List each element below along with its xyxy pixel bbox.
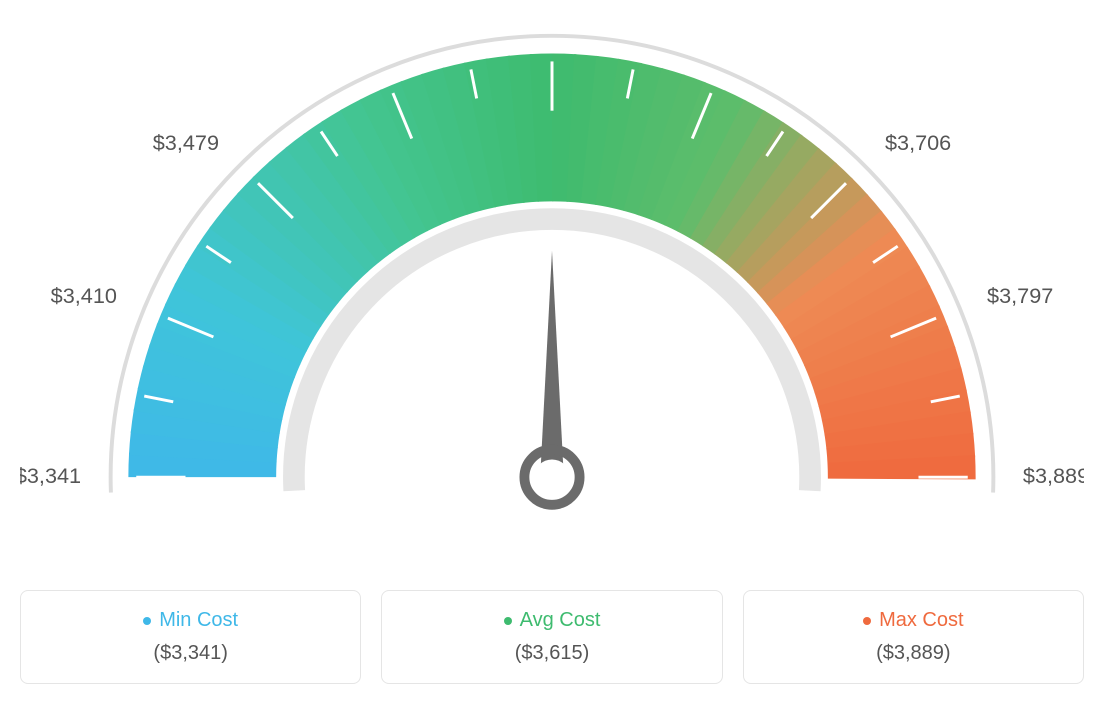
gauge-svg-container: $3,341$3,410$3,479$3,615$3,706$3,797$3,8…	[20, 20, 1084, 560]
legend-dot-icon	[863, 617, 871, 625]
gauge-chart: $3,341$3,410$3,479$3,615$3,706$3,797$3,8…	[20, 20, 1084, 684]
tick-label: $3,479	[153, 130, 219, 155]
legend-value: ($3,889)	[764, 642, 1063, 665]
legend-label: Max Cost	[879, 609, 963, 632]
tick-label: $3,410	[51, 283, 117, 308]
legend-title: Avg Cost	[504, 609, 601, 632]
legend-value: ($3,341)	[41, 642, 340, 665]
legend-title: Min Cost	[143, 609, 238, 632]
needle	[524, 251, 579, 505]
legend-card: Avg Cost ($3,615)	[381, 590, 722, 684]
legend-row: Min Cost ($3,341) Avg Cost ($3,615) Max Cost…	[20, 590, 1084, 684]
legend-dot-icon	[143, 617, 151, 625]
tick-label: $3,889	[1023, 463, 1084, 488]
legend-card: Max Cost ($3,889)	[743, 590, 1084, 684]
legend-value: ($3,615)	[402, 642, 701, 665]
gauge-svg: $3,341$3,410$3,479$3,615$3,706$3,797$3,8…	[20, 20, 1084, 560]
legend-title: Max Cost	[863, 609, 963, 632]
tick-label: $3,706	[885, 130, 951, 155]
legend-dot-icon	[504, 617, 512, 625]
legend-card: Min Cost ($3,341)	[20, 590, 361, 684]
tick-label: $3,341	[20, 463, 81, 488]
legend-label: Min Cost	[159, 609, 238, 632]
legend-label: Avg Cost	[520, 609, 601, 632]
tick-label: $3,797	[987, 283, 1053, 308]
